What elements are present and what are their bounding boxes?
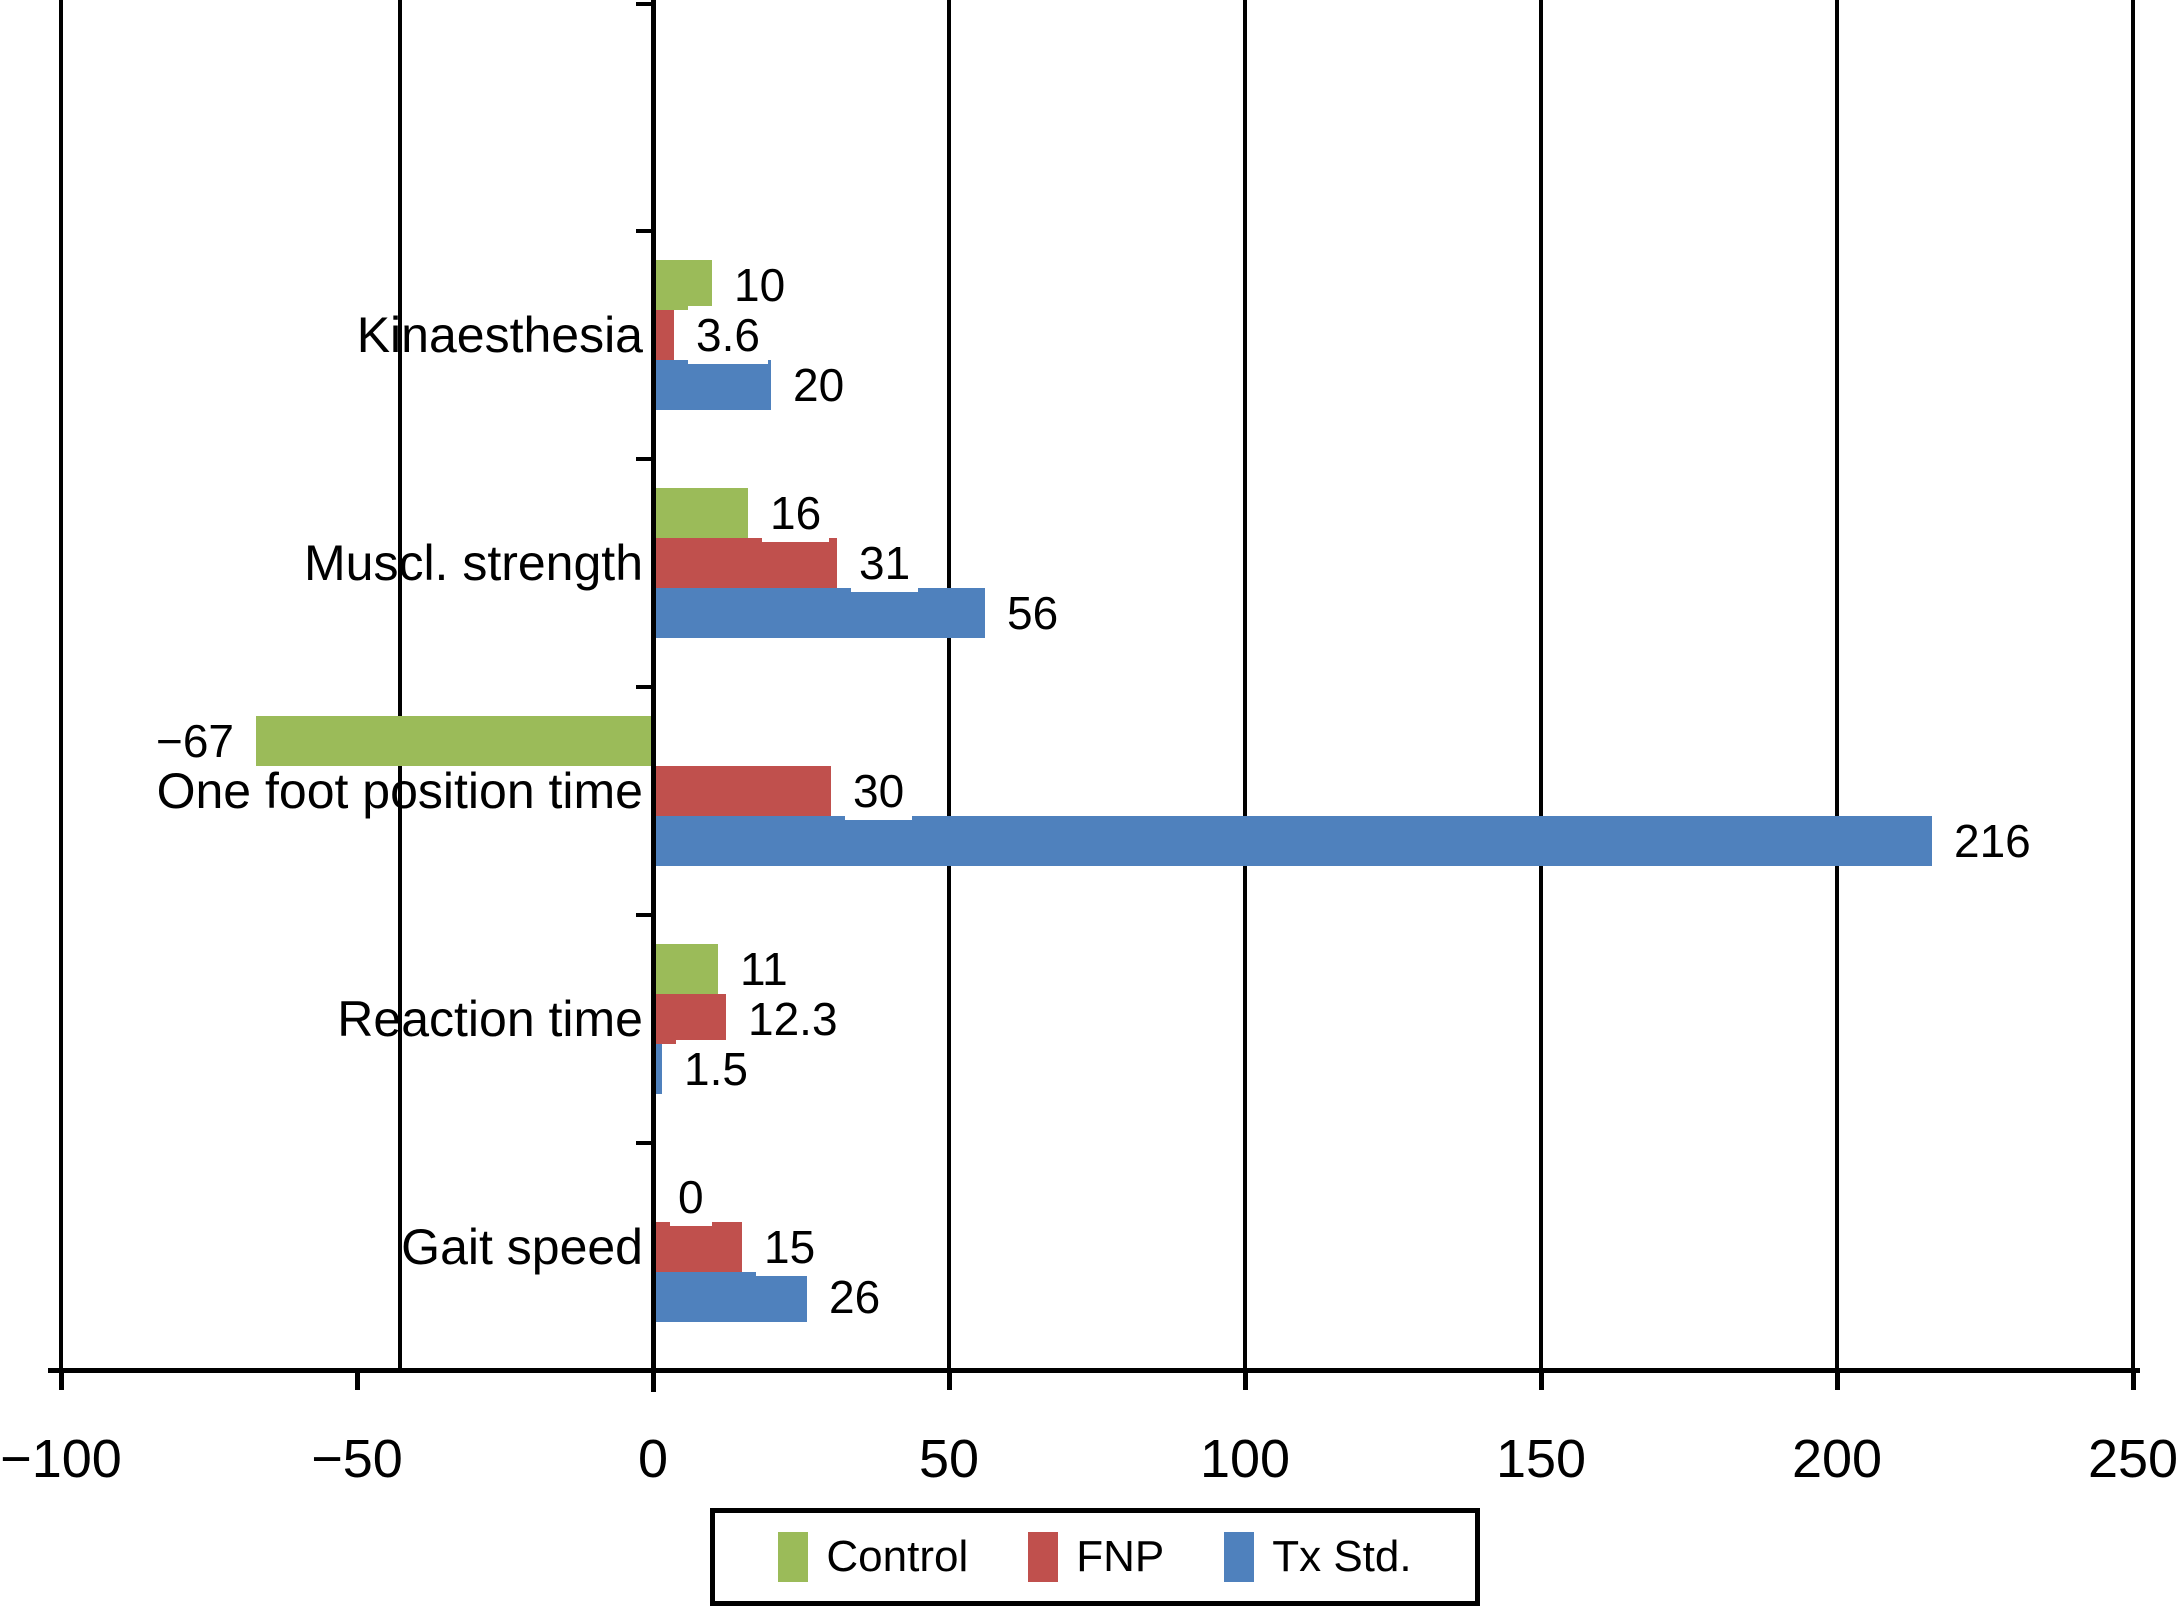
legend-label-fnp: FNP [1076, 1532, 1165, 1581]
bar-value-label: 3.6 [688, 306, 768, 364]
x-tick [651, 1368, 656, 1390]
bar-fnp-reaction-time [653, 994, 726, 1044]
bar-value-label: 10 [726, 256, 794, 314]
bar-value-label: 26 [821, 1268, 889, 1326]
plot-border-line [59, 0, 63, 1368]
bar-tx-std-gait-speed [653, 1272, 807, 1322]
gridline [398, 0, 402, 1368]
bar-value-label: 16 [762, 484, 830, 542]
bar-fnp-gait-speed [653, 1222, 742, 1272]
bar-tx-std-one-foot-position-time [653, 816, 1932, 866]
bar-value-label: 0 [670, 1168, 712, 1226]
bar-value-label: 30 [845, 762, 913, 820]
bar-value-label: 1.5 [676, 1040, 756, 1098]
x-tick [1835, 1368, 1840, 1390]
bar-value-label: −67 [147, 712, 242, 770]
legend-item-control: Control [778, 1532, 968, 1582]
bar-tx-std-muscl-strength [653, 588, 985, 638]
category-tick [636, 685, 653, 689]
category-label: Muscl. strength [303, 535, 643, 591]
x-tick-label: 250 [2087, 1429, 2179, 1489]
x-tick [947, 1368, 952, 1390]
category-label: Kinaesthesia [356, 307, 643, 363]
x-axis-line [48, 1368, 2140, 1373]
x-tick-label: 200 [1791, 1429, 1883, 1489]
gridline [1243, 0, 1247, 1368]
legend-swatch-control [778, 1532, 809, 1582]
legend-item-tx-std: Tx Std. [1224, 1532, 1412, 1582]
x-tick-label: 150 [1495, 1429, 1587, 1489]
legend-label-control: Control [826, 1532, 969, 1581]
x-tick-label: −100 [0, 1429, 122, 1489]
bar-tx-std-kinaesthesia [653, 360, 771, 410]
x-tick [59, 1368, 64, 1390]
gridline [947, 0, 951, 1368]
category-tick [636, 229, 653, 233]
plot-border-line [2131, 0, 2135, 1368]
legend-item-fnp: FNP [1028, 1532, 1164, 1582]
x-tick [2131, 1368, 2136, 1390]
bar-control-kinaesthesia [653, 260, 712, 310]
bar-value-label: 12.3 [740, 990, 846, 1048]
bar-control-reaction-time [653, 944, 718, 994]
legend-swatch-fnp [1028, 1532, 1059, 1582]
gridline [1539, 0, 1543, 1368]
bar-value-label: 216 [1946, 812, 2039, 870]
bar-control-one-foot-position-time [256, 716, 653, 766]
x-tick [355, 1368, 360, 1390]
x-tick-label: 100 [1199, 1429, 1291, 1489]
category-label: Reaction time [337, 991, 643, 1047]
bar-fnp-one-foot-position-time [653, 766, 831, 816]
bar-control-muscl-strength [653, 488, 748, 538]
bar-value-label: 15 [756, 1218, 824, 1276]
bar-value-label: 20 [785, 356, 853, 414]
bar-value-label: 31 [851, 534, 919, 592]
bar-fnp-kinaesthesia [653, 310, 674, 360]
category-label: One foot position time [156, 763, 643, 819]
category-tick [636, 457, 653, 461]
legend-swatch-tx-std [1224, 1532, 1255, 1582]
gridline [1835, 0, 1839, 1368]
bar-value-label: 56 [999, 584, 1067, 642]
legend-box: Control FNP Tx Std. [710, 1508, 1480, 1606]
category-tick [636, 1141, 653, 1145]
category-tick [636, 2, 653, 6]
category-tick [636, 913, 653, 917]
y-axis-line [651, 0, 656, 1392]
legend-label-tx-std: Tx Std. [1272, 1532, 1412, 1581]
bar-tx-std-reaction-time [653, 1044, 662, 1094]
x-tick-label: −50 [311, 1429, 403, 1489]
bar-fnp-muscl-strength [653, 538, 837, 588]
x-tick [1539, 1368, 1544, 1390]
category-label: Gait speed [401, 1219, 643, 1275]
bar-value-label: 11 [732, 940, 796, 998]
x-tick [1243, 1368, 1248, 1390]
x-tick-label: 0 [637, 1429, 669, 1489]
x-tick-label: 50 [918, 1429, 980, 1489]
